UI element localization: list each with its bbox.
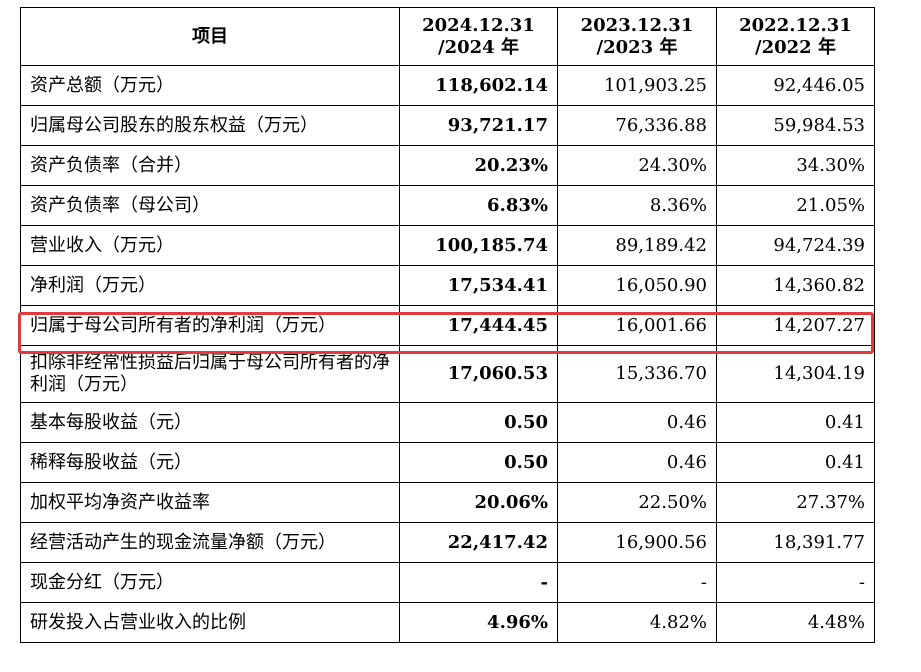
cell-2022: 27.37%	[716, 482, 875, 523]
cell-2022: -	[716, 562, 875, 603]
header-2024: 2024.12.31 /2024 年	[399, 7, 558, 66]
cell-2022: 0.41	[716, 442, 875, 483]
header-2022: 2022.12.31 /2022 年	[716, 7, 875, 66]
cell-2022: 59,984.53	[716, 105, 875, 146]
cell-2022: 0.41	[716, 402, 875, 443]
cell-2024: 118,602.14	[399, 65, 558, 106]
cell-2023: 24.30%	[557, 145, 717, 186]
cell-2023: 16,001.66	[557, 305, 717, 346]
row-label: 净利润（万元）	[20, 265, 400, 306]
cell-2023: 16,900.56	[557, 522, 717, 563]
cell-2023: 0.46	[557, 402, 717, 443]
cell-2022: 14,360.82	[716, 265, 875, 306]
cell-2023: 8.36%	[557, 185, 717, 226]
cell-2022: 92,446.05	[716, 65, 875, 106]
table-row: 基本每股收益（元） 0.50 0.46 0.41	[20, 402, 875, 443]
cell-2024: 100,185.74	[399, 225, 558, 266]
cell-2024: 6.83%	[399, 185, 558, 226]
cell-2024: 17,534.41	[399, 265, 558, 306]
row-label: 资产负债率（母公司）	[20, 185, 400, 226]
table-body: 资产总额（万元） 118,602.14 101,903.25 92,446.05 归属母…	[20, 65, 875, 643]
table-row: 资产总额（万元） 118,602.14 101,903.25 92,446.05	[20, 65, 875, 106]
row-label: 营业收入（万元）	[20, 225, 400, 266]
row-label: 资产负债率（合并）	[20, 145, 400, 186]
cell-2022: 18,391.77	[716, 522, 875, 563]
table-row: 资产负债率（母公司） 6.83% 8.36% 21.05%	[20, 185, 875, 226]
cell-2024: 17,444.45	[399, 305, 558, 346]
table-row: 归属母公司股东的股东权益（万元） 93,721.17 76,336.88 59,984…	[20, 105, 875, 146]
row-label: 经营活动产生的现金流量净额（万元）	[20, 522, 400, 563]
row-label: 现金分红（万元）	[20, 562, 400, 603]
row-label: 资产总额（万元）	[20, 65, 400, 106]
row-label: 研发投入占营业收入的比例	[20, 602, 400, 643]
table-row: 研发投入占营业收入的比例 4.96% 4.82% 4.48%	[20, 602, 875, 643]
row-label: 基本每股收益（元）	[20, 402, 400, 443]
table-row: 扣除非经常性损益后归属于母公司所有者的净利润（万元） 17,060.53 15,33…	[20, 345, 875, 403]
table-row: 经营活动产生的现金流量净额（万元） 22,417.42 16,900.56 18,39…	[20, 522, 875, 563]
cell-2024: 22,417.42	[399, 522, 558, 563]
table-row: 稀释每股收益（元） 0.50 0.46 0.41	[20, 442, 875, 483]
cell-2023: 0.46	[557, 442, 717, 483]
header-2024-date: 2024.12.31	[422, 14, 535, 36]
cell-2023: 15,336.70	[557, 345, 717, 403]
row-label: 加权平均净资产收益率	[20, 482, 400, 523]
cell-2024: 93,721.17	[399, 105, 558, 146]
cell-2023: -	[557, 562, 717, 603]
cell-2023: 4.82%	[557, 602, 717, 643]
table-row: 净利润（万元） 17,534.41 16,050.90 14,360.82	[20, 265, 875, 306]
cell-2022: 21.05%	[716, 185, 875, 226]
table-row: 资产负债率（合并） 20.23% 24.30% 34.30%	[20, 145, 875, 186]
header-2023-year: /2023 年	[596, 36, 678, 58]
cell-2024: 4.96%	[399, 602, 558, 643]
header-2022-date: 2022.12.31	[739, 14, 852, 36]
table-row: 加权平均净资产收益率 20.06% 22.50% 27.37%	[20, 482, 875, 523]
cell-2022: 34.30%	[716, 145, 875, 186]
cell-2024: -	[399, 562, 558, 603]
cell-2024: 0.50	[399, 442, 558, 483]
financial-summary-table: 项目 2024.12.31 /2024 年 2023.12.31 /2023 年…	[20, 7, 875, 643]
cell-2024: 17,060.53	[399, 345, 558, 403]
cell-2024: 0.50	[399, 402, 558, 443]
cell-2022: 4.48%	[716, 602, 875, 643]
financial-table-container: 项目 2024.12.31 /2024 年 2023.12.31 /2023 年…	[20, 7, 875, 643]
cell-2023: 89,189.42	[557, 225, 717, 266]
cell-2022: 14,207.27	[716, 305, 875, 346]
table-row: 营业收入（万元） 100,185.74 89,189.42 94,724.39	[20, 225, 875, 266]
header-item-text: 项目	[192, 25, 228, 47]
table-header-row: 项目 2024.12.31 /2024 年 2023.12.31 /2023 年…	[20, 7, 875, 66]
header-2023-date: 2023.12.31	[580, 14, 694, 36]
cell-2022: 94,724.39	[716, 225, 875, 266]
table-row: 现金分红（万元） - - -	[20, 562, 875, 603]
header-2023: 2023.12.31 /2023 年	[557, 7, 717, 66]
header-2024-year: /2024 年	[438, 36, 519, 58]
cell-2022: 14,304.19	[716, 345, 875, 403]
cell-2023: 22.50%	[557, 482, 717, 523]
row-label: 归属于母公司所有者的净利润（万元）	[20, 305, 400, 346]
table-row: 归属于母公司所有者的净利润（万元） 17,444.45 16,001.66 14,20…	[20, 305, 875, 346]
cell-2024: 20.23%	[399, 145, 558, 186]
cell-2023: 16,050.90	[557, 265, 717, 306]
row-label: 稀释每股收益（元）	[20, 442, 400, 483]
row-label: 扣除非经常性损益后归属于母公司所有者的净利润（万元）	[20, 345, 400, 403]
header-2022-year: /2022 年	[755, 36, 836, 58]
row-label: 归属母公司股东的股东权益（万元）	[20, 105, 400, 146]
cell-2023: 101,903.25	[557, 65, 717, 106]
cell-2024: 20.06%	[399, 482, 558, 523]
cell-2023: 76,336.88	[557, 105, 717, 146]
header-item: 项目	[20, 7, 400, 66]
